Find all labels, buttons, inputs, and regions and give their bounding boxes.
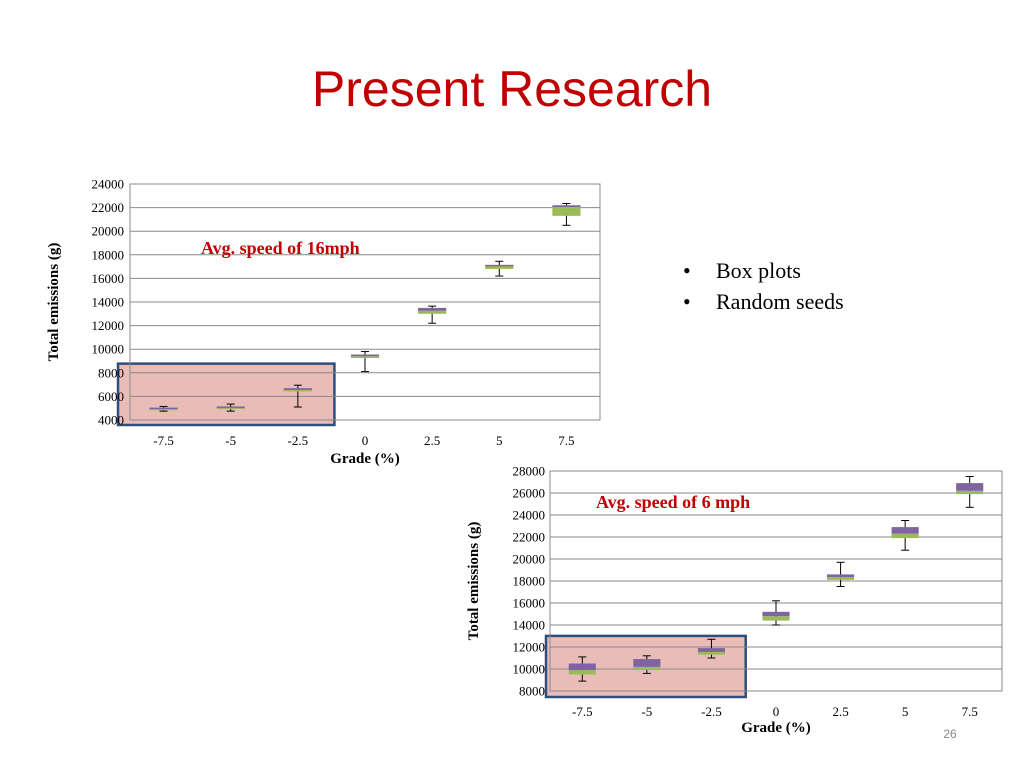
box-lower-quartile xyxy=(149,408,178,411)
box-plot-item xyxy=(762,600,790,626)
box-plot-item xyxy=(485,260,514,277)
box-lower-quartile xyxy=(891,533,919,539)
x-tick-label: -5 xyxy=(225,433,236,448)
box-upper-quartile xyxy=(697,648,725,652)
box-lower-quartile xyxy=(633,666,661,671)
x-tick-label: 0 xyxy=(362,433,369,448)
plot-frame xyxy=(129,183,601,421)
box-plot-item xyxy=(827,561,855,587)
box-upper-quartile xyxy=(485,264,514,267)
box-lower-quartile xyxy=(697,651,725,655)
y-tick-label: 6000 xyxy=(98,389,124,404)
y-tick-label: 26000 xyxy=(513,486,546,501)
y-tick-label: 14000 xyxy=(513,618,546,633)
x-tick-label: 7.5 xyxy=(558,433,574,448)
bullet-dot-icon: • xyxy=(683,258,691,283)
x-tick-label: 2.5 xyxy=(832,704,848,719)
y-tick-label: 10000 xyxy=(92,342,125,357)
x-tick-label: -2.5 xyxy=(288,433,309,448)
box-upper-quartile xyxy=(891,527,919,534)
box-lower-quartile xyxy=(552,207,581,216)
box-lower-quartile xyxy=(762,616,790,621)
y-tick-label: 16000 xyxy=(92,271,125,286)
y-axis-title: Total emissions (g) xyxy=(46,243,62,362)
box-upper-quartile xyxy=(283,388,312,390)
bullet-list: • Box plots • Random seeds xyxy=(683,255,844,317)
x-tick-label: -7.5 xyxy=(153,433,174,448)
box-lower-quartile xyxy=(827,577,855,580)
box-upper-quartile xyxy=(552,205,581,208)
box-upper-quartile xyxy=(827,574,855,578)
y-tick-label: 14000 xyxy=(92,295,125,310)
box-plot-item xyxy=(697,638,725,659)
bullet-dot-icon: • xyxy=(683,289,691,314)
x-axis-title: Grade (%) xyxy=(330,451,400,467)
bullet-text: Random seeds xyxy=(716,289,844,314)
y-tick-label: 18000 xyxy=(513,574,546,589)
box-lower-quartile xyxy=(956,490,984,495)
box-upper-quartile xyxy=(216,406,245,408)
x-tick-label: 0 xyxy=(773,704,780,719)
y-tick-label: 8000 xyxy=(98,365,124,380)
y-tick-label: 24000 xyxy=(513,508,546,523)
box-plot-item xyxy=(956,476,984,508)
y-tick-label: 8000 xyxy=(519,684,545,699)
box-lower-quartile xyxy=(216,407,245,410)
x-tick-label: -2.5 xyxy=(701,704,722,719)
box-upper-quartile xyxy=(568,663,596,671)
slide-title: Present Research xyxy=(311,61,713,117)
box-plot-item xyxy=(216,403,245,412)
box-upper-quartile xyxy=(418,307,447,311)
y-tick-label: 20000 xyxy=(92,224,125,239)
box-plot-item xyxy=(418,305,447,324)
slide-number: 26 xyxy=(943,727,957,741)
y-tick-label: 28000 xyxy=(513,464,546,479)
y-axis-title: Total emissions (g) xyxy=(466,522,482,641)
x-tick-label: 7.5 xyxy=(962,704,978,719)
plot-frame xyxy=(549,470,1003,692)
y-tick-label: 10000 xyxy=(513,662,546,677)
bullet-item: • Random seeds xyxy=(683,286,844,317)
box-lower-quartile xyxy=(350,356,380,359)
bullet-text: Box plots xyxy=(716,258,801,283)
y-tick-label: 12000 xyxy=(92,318,125,333)
x-tick-label: -7.5 xyxy=(572,704,593,719)
y-tick-label: 20000 xyxy=(513,552,546,567)
box-upper-quartile xyxy=(149,407,178,410)
box-plot-chart-2: 8000 10000 12000 14000 16000 18000 20000 22000 2… xyxy=(466,464,1003,736)
box-plot-chart-1: 4000 6000 8000 10000 12000 14000 16000 18000 200… xyxy=(46,177,601,467)
y-tick-label: 22000 xyxy=(513,530,546,545)
y-tick-label: 24000 xyxy=(92,177,125,192)
box-plot-item xyxy=(891,520,919,551)
y-tick-label: 16000 xyxy=(513,596,546,611)
bullet-item: • Box plots xyxy=(683,255,844,286)
x-tick-label: 5 xyxy=(902,704,909,719)
box-plot-item xyxy=(350,351,380,373)
box-upper-quartile xyxy=(350,354,380,357)
box-plot-item xyxy=(568,656,596,682)
x-tick-label: 5 xyxy=(496,433,503,448)
box-upper-quartile xyxy=(633,659,661,667)
chart-annotation: Avg. speed of 6 mph xyxy=(596,492,750,512)
box-upper-quartile xyxy=(762,611,790,617)
chart-annotation: Avg. speed of 16mph xyxy=(201,238,360,258)
y-tick-label: 12000 xyxy=(513,640,546,655)
box-lower-quartile xyxy=(485,266,514,269)
x-axis-title: Grade (%) xyxy=(741,720,811,736)
box-plot-item xyxy=(552,202,581,226)
y-tick-label: 18000 xyxy=(92,247,125,262)
box-plot-item xyxy=(149,405,178,412)
y-tick-label: 4000 xyxy=(98,413,124,428)
box-lower-quartile xyxy=(568,670,596,675)
box-lower-quartile xyxy=(418,310,447,314)
y-tick-label: 22000 xyxy=(92,200,125,215)
box-lower-quartile xyxy=(283,389,312,392)
box-upper-quartile xyxy=(956,483,984,491)
box-plot-item xyxy=(283,384,312,408)
x-tick-label: 2.5 xyxy=(424,433,440,448)
box-plot-item xyxy=(633,655,661,674)
x-tick-label: -5 xyxy=(641,704,652,719)
